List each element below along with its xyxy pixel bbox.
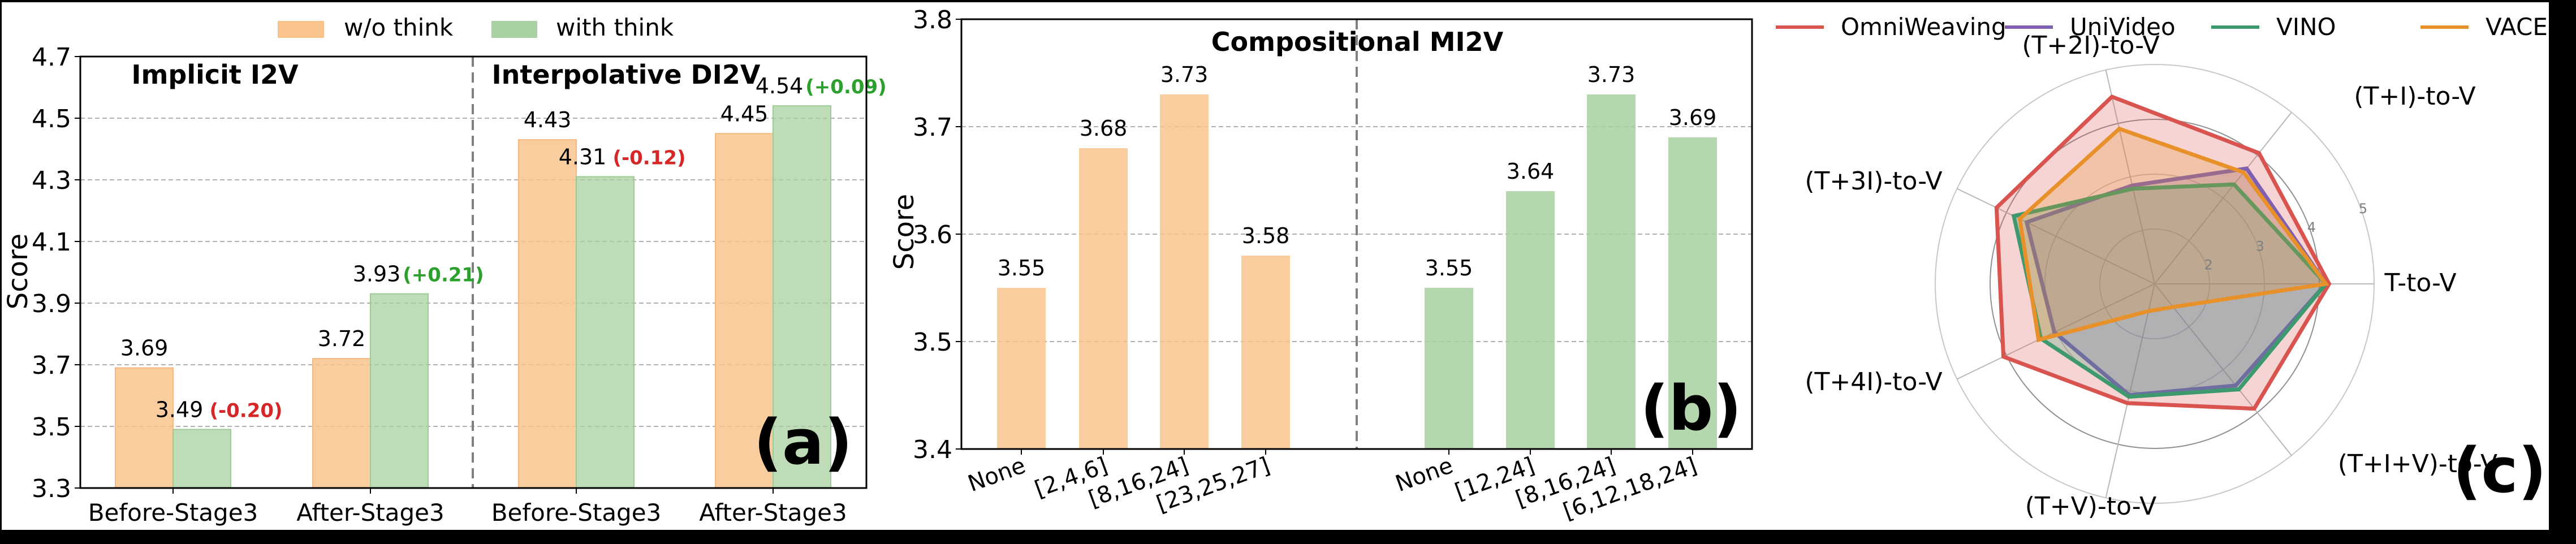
radar-series-univideo [2024, 166, 2329, 398]
radar-spoke [1956, 188, 2155, 284]
value-label: 3.55 [998, 256, 1046, 280]
bar-with-think [576, 176, 635, 489]
y-tick-label: 3.5 [913, 328, 952, 357]
radar-axis-label: (T+I+V)-to-V [2338, 450, 2497, 478]
x-tick-label: After-Stage3 [699, 499, 847, 526]
ring-label: 4 [2307, 219, 2316, 235]
bar-wo-think [1241, 256, 1290, 449]
y-tick-label: 3.3 [32, 474, 71, 503]
delta-label: (+0.21) [403, 264, 484, 287]
y-tick-label: 3.9 [32, 290, 71, 318]
legend-swatch-wo-think [278, 21, 324, 38]
ring-label: 5 [2359, 201, 2367, 217]
y-axis-label: Score [2, 234, 34, 309]
axes-frame [79, 55, 868, 489]
radar-axis-label: (T+I)-to-V [2354, 82, 2475, 111]
delta-label: (-0.12) [612, 147, 685, 170]
legend-label: with think [556, 14, 674, 41]
legend-label: VINO [2276, 13, 2336, 41]
legend-swatch-with-think [491, 21, 537, 38]
panel-label: (b) [1640, 372, 1741, 444]
radar-axis-label: (T+V)-to-V [2025, 492, 2156, 521]
value-label: 3.93 [353, 262, 401, 287]
y-tick-label: 3.7 [32, 351, 71, 380]
value-label: 3.58 [1242, 223, 1290, 248]
delta-label: (-0.20) [209, 399, 282, 422]
bar-wo-think [1079, 148, 1128, 449]
delta-label: (+0.09) [805, 76, 886, 98]
legend-label: UniVideo [2070, 13, 2176, 41]
y-tick-label: 3.5 [32, 413, 71, 442]
bar-with-think [370, 293, 429, 489]
radar-spoke [2105, 283, 2155, 498]
y-tick-label: 4.3 [32, 166, 71, 195]
bar-with-think [1587, 94, 1636, 449]
panel-label: (a) [754, 406, 853, 478]
bar-wo-think [518, 139, 577, 489]
bar-with-think [1425, 288, 1473, 449]
bar-with-think [172, 429, 231, 489]
y-tick-label: 4.1 [32, 228, 71, 257]
panel-a: 3.3 3.5 3.7 3.9 4.1 4.3 4.5 4.7 3.69 3.49 (-0.20) B… [2, 14, 887, 526]
radar-spoke [2154, 112, 2292, 284]
legend-label: OmniWeaving [1841, 13, 2007, 41]
value-label: 3.73 [1160, 62, 1209, 87]
value-label: 4.43 [524, 107, 572, 132]
y-tick-label: 3.8 [913, 6, 952, 34]
value-label: 3.55 [1425, 256, 1473, 280]
bar-wo-think [312, 358, 371, 489]
panel-label: (c) [2453, 434, 2547, 507]
chart-title: Compositional MI2V [1211, 27, 1504, 57]
bar-wo-think [715, 133, 774, 489]
value-label: 3.73 [1587, 62, 1636, 87]
radar-axis-label: (T+4I)-to-V [1805, 368, 1942, 396]
figure-canvas: 3.3 3.5 3.7 3.9 4.1 4.3 4.5 4.7 3.69 3.49 (-0.20) B… [2, 2, 2549, 530]
legend-label: VACE [2486, 13, 2548, 41]
bar-wo-think [1160, 94, 1209, 449]
y-axis-label: Score [888, 194, 920, 270]
bar-with-think [773, 105, 831, 489]
ring-label: 3 [2256, 238, 2264, 254]
value-label: 3.49 [156, 397, 204, 422]
x-tick-label: Before-Stage3 [88, 499, 258, 526]
value-label: 3.72 [318, 326, 366, 351]
panel-c: 2 3 4 5 T-to-V (T+I)-to-V (T+2I)-to-V (T+3I)-to… [1776, 13, 2548, 521]
radar-axis-label: (T+2I)-to-V [2022, 31, 2159, 60]
bar-wo-think [115, 367, 174, 489]
radar-series-vace [2017, 126, 2329, 343]
value-label: 3.64 [1507, 159, 1555, 184]
x-tick-label: After-Stage3 [296, 499, 444, 526]
value-label: 4.31 [559, 145, 607, 170]
radar-axis-label: (T+3I)-to-V [1805, 167, 1942, 196]
y-tick-label: 4.5 [32, 105, 71, 133]
bar-with-think [1668, 137, 1717, 449]
y-tick-label: 3.6 [913, 221, 952, 249]
group-title: Interpolative DI2V [492, 59, 761, 90]
ring-label: 2 [2204, 257, 2212, 273]
panel-b: 3.43.53.63.73.83.55None3.68[2,4,6]3.73[8… [888, 6, 1753, 525]
value-label: 3.69 [1669, 105, 1717, 130]
value-label: 4.45 [720, 101, 769, 126]
y-tick-label: 4.7 [32, 43, 71, 72]
y-tick-label: 3.7 [913, 113, 952, 142]
axes-frame [960, 18, 1753, 450]
value-label: 3.69 [120, 335, 169, 360]
figure-svg: 3.3 3.5 3.7 3.9 4.1 4.3 4.5 4.7 3.69 3.49 (-0.20) B… [2, 6, 2548, 526]
radar-spoke [2105, 70, 2155, 284]
x-tick-label: None [965, 452, 1029, 497]
radar-spoke [2154, 283, 2292, 456]
value-label: 4.54 [756, 74, 804, 98]
x-tick-label: None [1392, 452, 1457, 497]
y-tick-label: 3.4 [913, 435, 952, 464]
bar-wo-think [997, 288, 1046, 449]
bar-with-think [1506, 191, 1555, 449]
x-tick-label: Before-Stage3 [491, 499, 662, 526]
group-title: Implicit I2V [131, 59, 299, 90]
value-label: 3.68 [1080, 116, 1128, 141]
legend-label: w/o think [344, 14, 454, 41]
radar-axis-label: T-to-V [2384, 269, 2456, 297]
